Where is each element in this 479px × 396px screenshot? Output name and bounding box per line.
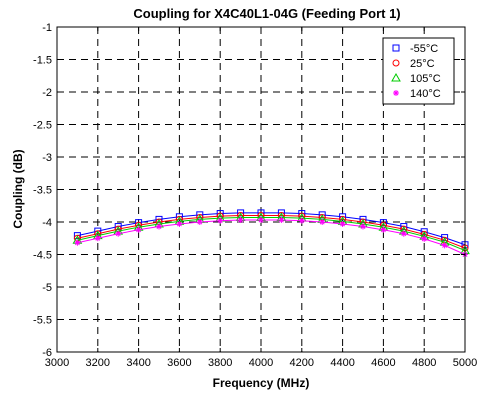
y-tick-label: -6 <box>42 347 52 359</box>
legend-label: -55°C <box>410 43 438 55</box>
legend: -55°C 25°C 105°C 140°C <box>382 37 455 105</box>
y-tick-label: -2.5 <box>33 120 52 132</box>
y-axis-label: Coupling (dB) <box>11 149 25 228</box>
data-point <box>73 232 81 240</box>
x-tick-label: 4400 <box>330 357 354 369</box>
data-point <box>156 223 162 230</box>
y-tick-label: -1.5 <box>33 55 52 67</box>
x-tick-label: 3400 <box>126 357 150 369</box>
data-point <box>115 230 122 237</box>
x-tick-label: 3800 <box>208 357 232 369</box>
data-point <box>176 220 183 227</box>
y-tick-label: -5.5 <box>33 315 52 327</box>
data-point <box>421 235 428 242</box>
data-point <box>217 217 224 224</box>
legend-marker <box>391 72 401 82</box>
x-axis-label: Frequency (MHz) <box>213 376 310 390</box>
data-point <box>380 226 387 233</box>
data-point <box>196 219 203 225</box>
data-point <box>74 239 81 246</box>
data-point <box>319 219 326 225</box>
data-point <box>298 217 305 224</box>
y-tick-label: -3.5 <box>33 185 52 197</box>
y-tick-label: -5 <box>42 282 52 294</box>
x-tick-label: 3600 <box>167 357 191 369</box>
series-line <box>77 219 466 255</box>
y-tick-label: -4 <box>42 217 52 229</box>
x-tick-label: 4600 <box>371 357 395 369</box>
x-tick-label: 4800 <box>412 357 436 369</box>
x-tick-label: 5000 <box>453 357 477 369</box>
y-tick-label: -4.5 <box>33 250 52 262</box>
x-tick-label: 4000 <box>249 357 273 369</box>
legend-label: 105°C <box>410 73 441 85</box>
x-tick-label: 4200 <box>290 357 314 369</box>
legend-label: 25°C <box>410 58 435 70</box>
y-tick-label: -3 <box>42 152 52 164</box>
data-point <box>339 220 346 227</box>
ticks: 3000 3200 3400 3600 3800 4000 4200 4400 4600 4800… <box>33 22 477 369</box>
legend-label: 140°C <box>410 88 441 100</box>
data-point <box>360 223 366 230</box>
series-layer <box>72 209 470 258</box>
data-point <box>135 226 142 233</box>
data-point <box>237 217 244 224</box>
series-star <box>74 217 468 258</box>
y-tick-label: -1 <box>42 22 52 34</box>
data-point <box>278 217 285 224</box>
data-point <box>400 230 407 237</box>
legend-marker <box>392 59 400 67</box>
chart-title: Coupling for X4C40L1-04G (Feeding Port 1… <box>133 6 400 21</box>
data-point <box>258 217 264 224</box>
legend-marker <box>392 44 400 52</box>
x-tick-label: 3000 <box>45 357 69 369</box>
x-tick-label: 3200 <box>86 357 110 369</box>
legend-marker <box>393 90 399 96</box>
data-point <box>94 235 101 242</box>
series-line <box>77 216 466 252</box>
data-point <box>441 242 448 249</box>
y-tick-label: -2 <box>42 87 52 99</box>
